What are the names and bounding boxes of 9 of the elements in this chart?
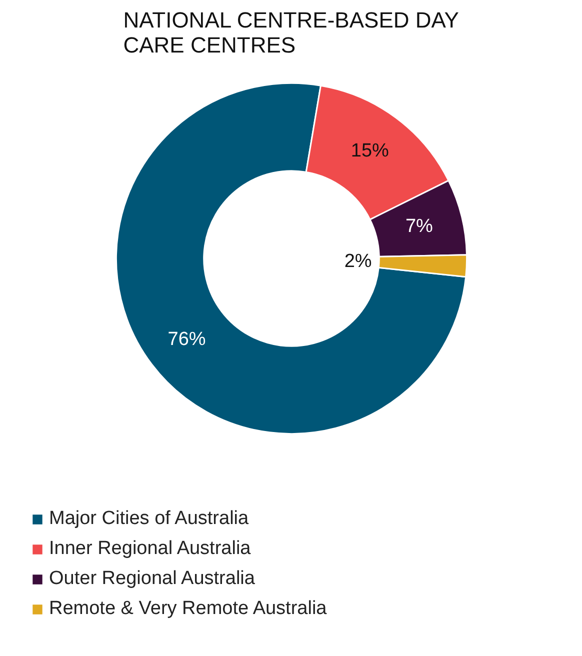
data-label: 15%	[350, 140, 390, 162]
data-label: 2%	[344, 250, 372, 272]
data-label: 7%	[405, 216, 434, 238]
legend-label: Major Cities of Australia	[49, 508, 249, 530]
data-label: 76%	[168, 328, 206, 350]
legend-label: Remote & Very Remote Australia	[49, 598, 327, 620]
chart-title: NATIONAL CENTRE-BASED DAY CARE CENTRES	[123, 8, 460, 58]
legend-label: Inner Regional Australia	[49, 538, 251, 560]
legend-label: Outer Regional Australia	[49, 568, 255, 590]
